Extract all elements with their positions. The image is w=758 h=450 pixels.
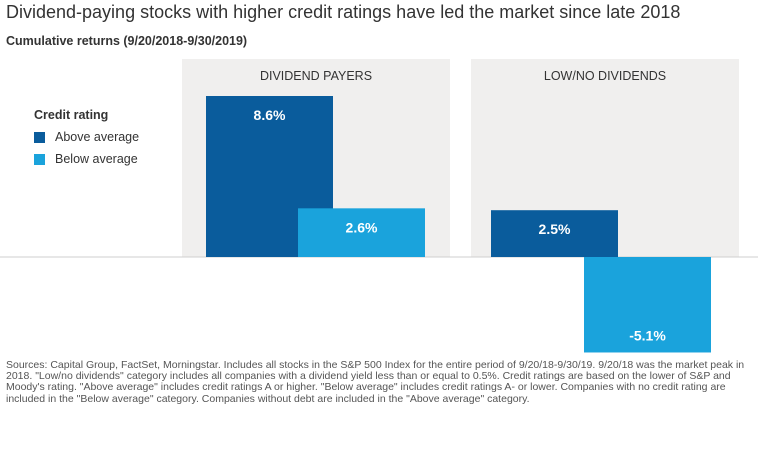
chart-subtitle: Cumulative returns (9/20/2018-9/30/2019) xyxy=(6,34,248,48)
footnote: Sources: Capital Group, FactSet, Morning… xyxy=(6,359,745,405)
legend-swatch-above-average xyxy=(34,131,45,143)
category-label-0: DIVIDEND PAYERS xyxy=(260,69,372,83)
legend-item-below-average: Below average xyxy=(34,152,139,166)
legend-swatch-below-average xyxy=(34,153,45,165)
data-label-above-0: 8.6% xyxy=(254,107,286,123)
data-label-above-1: 2.5% xyxy=(539,221,571,237)
category-label-1: LOW/NO DIVIDENDS xyxy=(544,69,666,83)
bar-above-1 xyxy=(491,210,618,257)
bar-below-0 xyxy=(298,208,425,257)
legend-label-below-average: Below average xyxy=(55,152,138,166)
data-label-below-0: 2.6% xyxy=(346,219,378,235)
legend: Credit rating Above average Below averag… xyxy=(34,108,139,174)
legend-label-above-average: Above average xyxy=(55,130,140,144)
chart-title: Dividend-paying stocks with higher credi… xyxy=(6,2,681,22)
chart-area: DIVIDEND PAYERS LOW/NO DIVIDENDS 8.6% 2.5% 2… xyxy=(0,59,758,353)
bar-below-1 xyxy=(584,257,711,353)
data-label-below-1: -5.1% xyxy=(629,327,666,343)
legend-title: Credit rating xyxy=(34,108,109,122)
legend-item-above-average: Above average xyxy=(34,130,139,144)
